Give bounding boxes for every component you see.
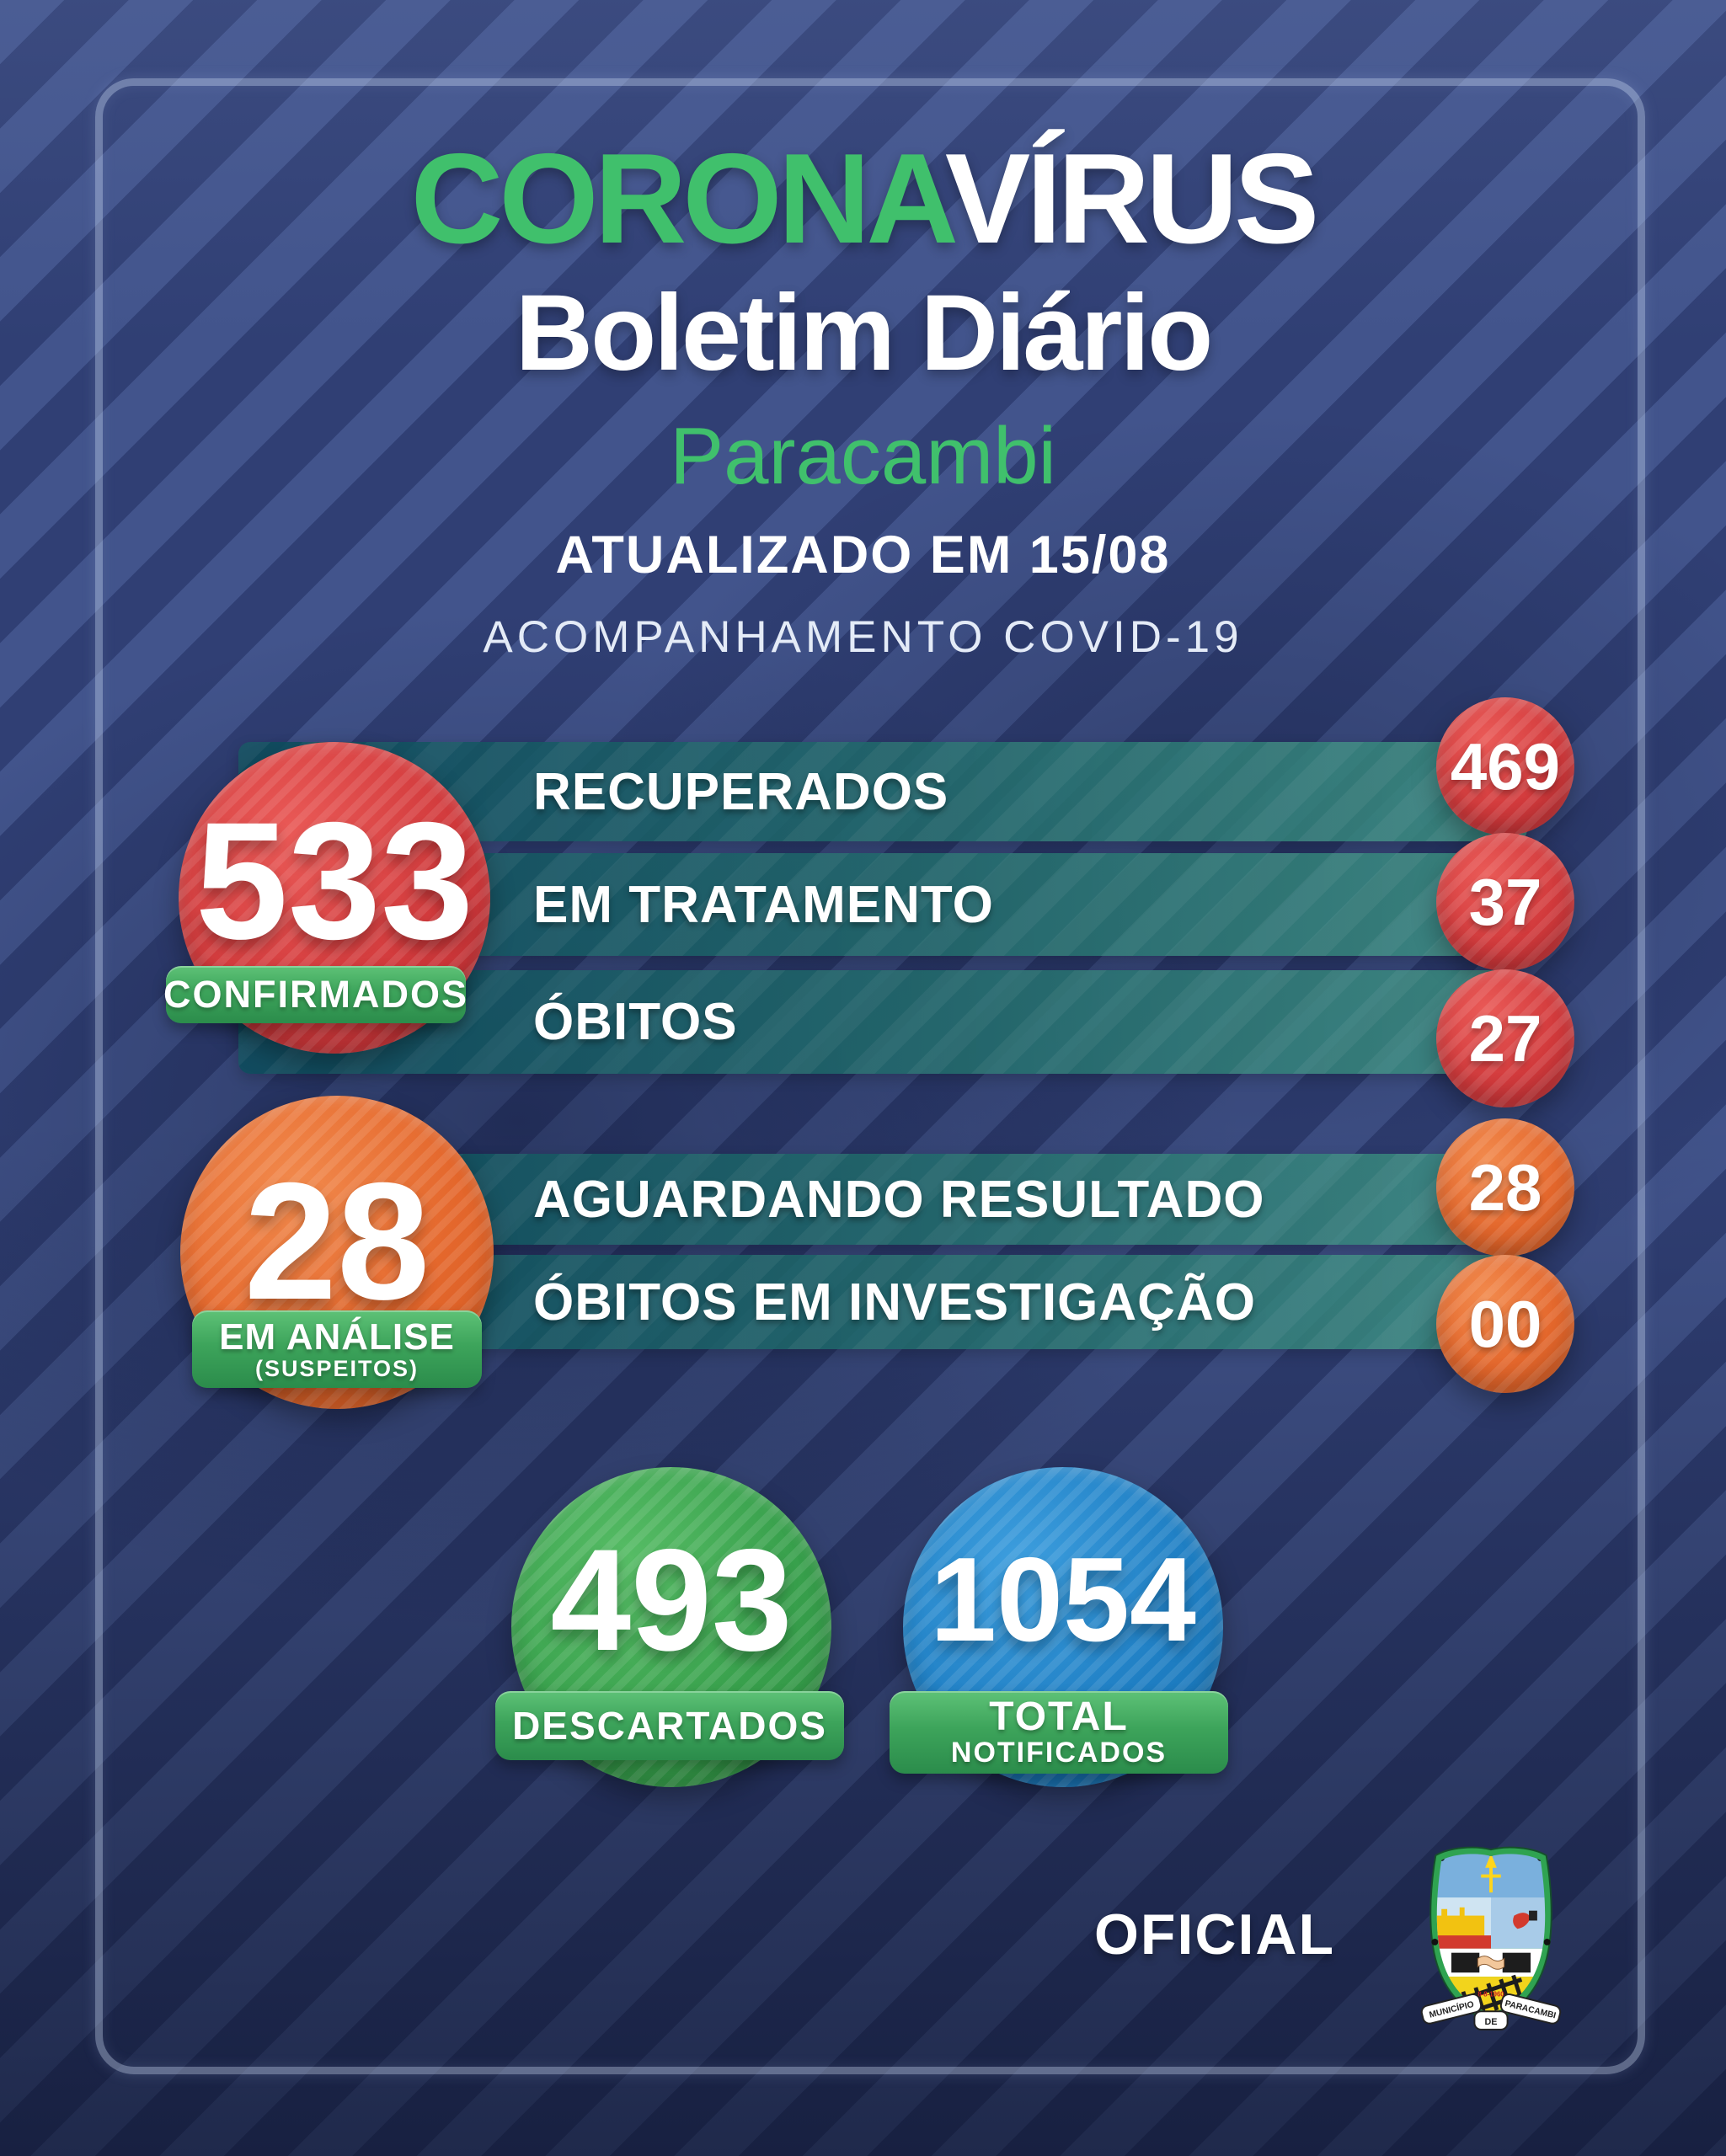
total-label: TOTAL [989, 1694, 1129, 1739]
crest-date: 8-8-1960 [1478, 1991, 1504, 1999]
obitos-value: 27 [1468, 1001, 1542, 1075]
updated-date: ATUALIZADO EM 15/08 [555, 526, 1171, 584]
recuperados-value-circle: 469 [1436, 697, 1574, 835]
title-corona: CORONA [410, 127, 949, 270]
confirmed-value: 533 [195, 787, 474, 974]
confirmed-label-badge: CONFIRMADOS [163, 966, 467, 1023]
official-caption: OFICIAL [1094, 1903, 1335, 1967]
row-label-aguardando-resultado: AGUARDANDO RESULTADO [533, 1170, 1265, 1229]
suspects-value: 28 [243, 1147, 430, 1334]
em-tratamento-value: 37 [1468, 864, 1542, 939]
recuperados-value: 469 [1450, 728, 1561, 803]
total-notificados-label-badge: TOTAL NOTIFICADOS [890, 1691, 1228, 1774]
aguardando-resultado-value: 28 [1468, 1150, 1542, 1225]
row-bar-obitos-em-investigacao: ÓBITOS EM INVESTIGAÇÃO [238, 1255, 1527, 1349]
aguardando-resultado-value-circle: 28 [1436, 1118, 1574, 1257]
suspects-sublabel: (SUSPEITOS) [254, 1355, 419, 1381]
tracking-caption: ACOMPANHAMENTO COVID-19 [483, 612, 1243, 662]
suspects-label: EM ANÁLISE [219, 1315, 455, 1358]
row-label-obitos: ÓBITOS [533, 993, 738, 1051]
page-title: CORONAVÍRUS [0, 135, 1726, 263]
suspects-label-badge: EM ANÁLISE (SUSPEITOS) [192, 1310, 482, 1388]
row-label-obitos-em-investigacao: ÓBITOS EM INVESTIGAÇÃO [533, 1273, 1256, 1331]
title-virus: VÍRUS [944, 127, 1320, 270]
em-tratamento-value-circle: 37 [1436, 833, 1574, 971]
subtitle-boletim-diario: Boletim Diário [515, 273, 1214, 393]
row-label-em-tratamento: EM TRATAMENTO [533, 875, 994, 934]
row-bar-recuperados: RECUPERADOS [238, 742, 1527, 841]
obitos-value-circle: 27 [1436, 969, 1574, 1107]
notificados-label: NOTIFICADOS [950, 1737, 1168, 1769]
crest-motto-mid: DE [1485, 2017, 1498, 2027]
row-bar-obitos: ÓBITOS [238, 970, 1527, 1074]
descartados-value: 493 [550, 1519, 793, 1681]
obitos-investigacao-value: 00 [1468, 1286, 1542, 1361]
row-bar-em-tratamento: EM TRATAMENTO [238, 853, 1527, 956]
obitos-investigacao-value-circle: 00 [1436, 1255, 1574, 1393]
row-label-recuperados: RECUPERADOS [533, 762, 949, 821]
row-bar-aguardando-resultado: AGUARDANDO RESULTADO [238, 1154, 1527, 1245]
paracambi-crest-icon: 8-8-1960 MUNICÍPIO PARACAMBI DE [1420, 1846, 1562, 2031]
total-notificados-value: 1054 [930, 1533, 1196, 1667]
poster-frame-border [95, 78, 1645, 2074]
city-name: Paracambi [670, 411, 1056, 501]
descartados-label-badge: DESCARTADOS [495, 1691, 844, 1760]
